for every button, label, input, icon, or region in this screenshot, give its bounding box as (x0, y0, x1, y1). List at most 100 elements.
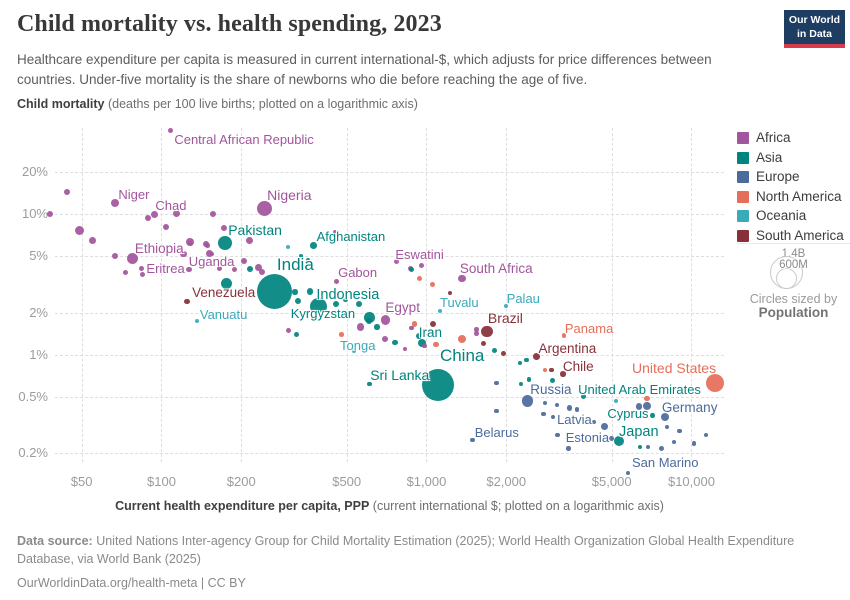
country-label[interactable]: Kyrgyzstan (290, 306, 356, 322)
footer-link[interactable]: OurWorldinData.org/health-meta | CC BY (17, 576, 246, 591)
country-label[interactable]: Russia (530, 382, 572, 398)
scatter-point[interactable] (542, 367, 548, 373)
scatter-point[interactable] (542, 401, 547, 406)
scatter-point-panama[interactable] (561, 333, 567, 338)
scatter-point[interactable] (259, 269, 266, 276)
scatter-point-nigeria[interactable] (256, 201, 272, 217)
country-label[interactable]: United States (632, 360, 717, 377)
scatter-point[interactable] (220, 225, 227, 232)
scatter-point[interactable] (526, 377, 532, 382)
scatter-point[interactable] (298, 253, 303, 258)
scatter-point-egypt[interactable] (380, 315, 391, 325)
scatter-point-eritrea[interactable] (138, 266, 144, 272)
scatter-point[interactable] (601, 423, 608, 430)
scatter-point-cyprus[interactable] (650, 413, 655, 418)
scatter-point-kyrgyzstan[interactable] (294, 331, 300, 337)
scatter-point[interactable] (566, 405, 573, 411)
scatter-point[interactable] (355, 300, 363, 308)
scatter-point[interactable] (140, 272, 146, 278)
legend-item-oceania[interactable]: Oceania (737, 207, 850, 227)
scatter-point[interactable] (704, 432, 709, 437)
scatter-point-tonga[interactable] (351, 348, 357, 354)
country-label[interactable]: Pakistan (228, 222, 282, 239)
scatter-point[interactable] (366, 318, 373, 325)
scatter-point-tuvalu[interactable] (437, 308, 443, 314)
scatter-point[interactable] (186, 266, 192, 273)
scatter-point[interactable] (574, 407, 580, 412)
scatter-point[interactable] (448, 290, 453, 295)
scatter-point[interactable] (555, 432, 560, 438)
scatter-point[interactable] (551, 415, 556, 420)
country-label[interactable]: Japan (619, 423, 659, 440)
scatter-point-eswatini[interactable] (393, 259, 399, 265)
scatter-point-latvia[interactable] (591, 419, 597, 424)
scatter-point[interactable] (566, 446, 572, 451)
country-label[interactable]: Palau (506, 290, 540, 306)
scatter-point[interactable] (122, 269, 128, 275)
scatter-point-united-states[interactable] (705, 373, 725, 393)
scatter-point[interactable] (286, 245, 291, 250)
scatter-point[interactable] (500, 350, 506, 357)
scatter-point[interactable] (339, 332, 344, 338)
owid-logo[interactable]: Our World in Data (784, 10, 845, 48)
country-label[interactable]: Chad (155, 197, 187, 213)
scatter-point[interactable] (374, 324, 380, 330)
scatter-point[interactable] (285, 327, 292, 334)
scatter-point[interactable] (409, 325, 414, 331)
scatter-point[interactable] (205, 243, 210, 248)
scatter-point[interactable] (209, 251, 215, 257)
scatter-point[interactable] (306, 287, 314, 295)
country-label[interactable]: San Marino (631, 454, 699, 470)
country-label[interactable]: Tuvalu (440, 294, 479, 310)
scatter-point[interactable] (658, 446, 664, 452)
scatter-point-argentina[interactable] (533, 353, 540, 361)
scatter-point[interactable] (180, 250, 187, 258)
country-label[interactable]: Nigeria (267, 186, 312, 203)
scatter-point[interactable] (112, 253, 119, 260)
scatter-point[interactable] (353, 292, 358, 297)
country-label[interactable]: Gabon (338, 264, 378, 280)
legend-item-africa[interactable]: Africa (737, 129, 850, 149)
scatter-point[interactable] (240, 257, 247, 264)
scatter-point-brazil[interactable] (481, 326, 493, 338)
scatter-point[interactable] (643, 402, 652, 411)
scatter-point[interactable] (294, 298, 301, 305)
scatter-point[interactable] (382, 335, 389, 342)
scatter-point[interactable] (173, 209, 181, 217)
scatter-point-south-africa[interactable] (458, 274, 466, 282)
scatter-point[interactable] (541, 411, 547, 417)
scatter-point[interactable] (418, 263, 424, 269)
country-label[interactable]: Venezuela (192, 285, 256, 301)
scatter-point[interactable] (392, 339, 398, 345)
country-label[interactable]: Germany (661, 400, 718, 416)
scatter-point[interactable] (333, 301, 340, 308)
legend-item-europe[interactable]: Europe (737, 168, 850, 188)
scatter-point[interactable] (63, 189, 70, 196)
scatter-point[interactable] (220, 278, 233, 290)
scatter-point-central-african-republic[interactable] (167, 128, 173, 134)
country-label[interactable]: Tonga (340, 337, 376, 353)
country-label[interactable]: Vanuatu (199, 307, 248, 323)
scatter-point-china[interactable] (421, 369, 454, 402)
country-label[interactable]: India (276, 254, 314, 274)
scatter-point-indonesia[interactable] (309, 298, 327, 316)
scatter-point-sri-lanka[interactable] (366, 381, 372, 387)
scatter-point[interactable] (162, 223, 169, 230)
scatter-point[interactable] (550, 377, 556, 383)
country-label[interactable]: Sri Lanka (370, 367, 430, 384)
country-label[interactable]: Afghanistan (316, 229, 386, 245)
country-label[interactable]: Egypt (385, 299, 420, 315)
country-label[interactable]: Panama (564, 320, 614, 336)
scatter-point[interactable] (677, 428, 683, 434)
scatter-point[interactable] (246, 265, 253, 272)
country-label[interactable]: Eritrea (146, 260, 185, 276)
country-label[interactable]: Argentina (538, 340, 597, 356)
scatter-point-palau[interactable] (503, 303, 508, 308)
scatter-point[interactable] (422, 343, 427, 349)
scatter-point[interactable] (416, 275, 422, 281)
scatter-point-vanuatu[interactable] (194, 318, 200, 324)
scatter-point-gabon[interactable] (333, 279, 339, 285)
scatter-point[interactable] (292, 289, 298, 295)
country-label[interactable]: Chile (562, 359, 594, 375)
scatter-point-afghanistan[interactable] (310, 242, 317, 249)
